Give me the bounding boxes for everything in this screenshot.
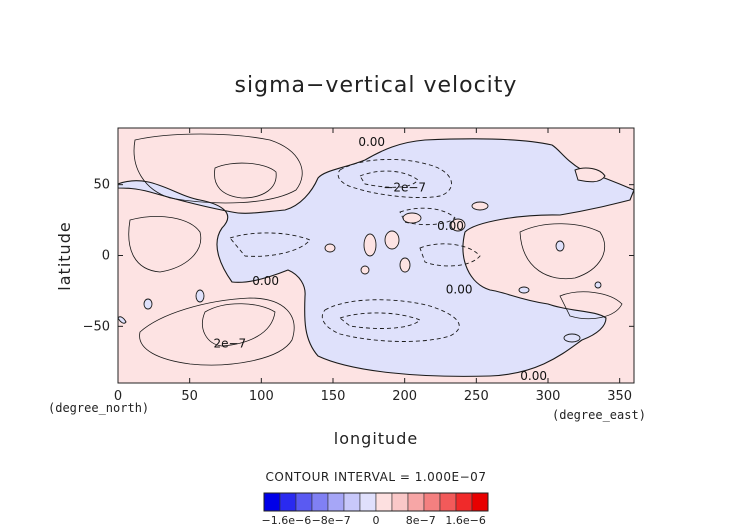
contour-label: 0.00	[252, 274, 279, 288]
y-axis-ticks: −50 0 50	[83, 178, 634, 334]
x-tick-label: 150	[321, 389, 346, 404]
x-tick-label: 250	[464, 389, 489, 404]
colorbar-swatch	[423, 492, 441, 512]
colorbar-tick-label: 0	[373, 514, 380, 527]
colorbar-tick-label: −1.6e−6	[262, 514, 312, 527]
negative-anomaly-island	[518, 286, 530, 294]
colorbar-swatch	[455, 492, 473, 512]
negative-contour-line	[399, 207, 456, 226]
contour-lines	[128, 133, 623, 366]
positive-contour-line	[519, 223, 605, 280]
colorbar-frame	[263, 492, 489, 512]
colorbar: −1.6e−6 −8e−7 0 8e−7 1.6e−6	[262, 492, 489, 527]
negative-anomaly-island	[594, 281, 602, 289]
negative-velocity-island	[118, 316, 127, 324]
positive-contour-line	[128, 216, 202, 273]
negative-contour-line	[419, 243, 481, 267]
colorbar-swatch	[375, 492, 393, 512]
negative-anomaly-island	[195, 289, 205, 303]
y-axis-label: latitude	[55, 221, 74, 290]
negative-anomaly-island	[143, 298, 153, 310]
y-axis-unit: (degree_north)	[48, 401, 149, 415]
colorbar-tick-label: 1.6e−6	[445, 514, 485, 527]
colorbar-swatch	[311, 492, 329, 512]
negative-contour-line	[321, 299, 460, 342]
y-tick-label: −50	[83, 319, 110, 334]
contour-label: −2e−7	[383, 181, 426, 195]
y-tick-label: 0	[102, 249, 110, 264]
x-axis-label: longitude	[334, 429, 418, 448]
negative-anomaly-island	[555, 240, 565, 252]
positive-anomaly-island	[324, 243, 336, 253]
negative-contour-line	[337, 158, 452, 198]
positive-velocity-island	[574, 167, 606, 183]
colorbar-swatch	[263, 492, 281, 512]
colorbar-swatch	[279, 492, 297, 512]
colorbar-swatch	[343, 492, 361, 512]
positive-anomaly-island	[450, 218, 466, 232]
positive-anomaly-island	[384, 230, 400, 250]
colorbar-swatch	[391, 492, 409, 512]
x-tick-label: 300	[536, 389, 561, 404]
y-tick-label: 50	[93, 178, 110, 193]
colorbar-swatch	[359, 492, 377, 512]
x-tick-label: 0	[114, 389, 122, 404]
x-tick-label: 50	[181, 389, 198, 404]
contour-label: 2e−7	[213, 336, 246, 350]
positive-anomaly-island	[471, 201, 489, 211]
positive-contour-line	[559, 291, 623, 320]
colorbar-swatch	[407, 492, 425, 512]
contour-interval-text: CONTOUR INTERVAL = 1.000E−07	[266, 470, 487, 484]
x-axis-ticks: 0 50 100 150 200 250 300 350	[114, 128, 632, 404]
x-tick-label: 350	[607, 389, 632, 404]
positive-anomaly-island	[399, 257, 411, 273]
colorbar-tick-label: −8e−7	[312, 514, 351, 527]
positive-contour-line	[133, 133, 303, 204]
contour-regions	[118, 138, 634, 377]
colorbar-swatch	[471, 492, 489, 512]
x-tick-label: 100	[249, 389, 274, 404]
positive-anomaly-island	[360, 265, 370, 275]
negative-anomaly-island	[563, 333, 581, 343]
positive-contour-line	[202, 303, 276, 347]
contour-labels: 0.00 −2e−7 0.00 0.00 0.00 2e−7 0.00	[213, 135, 547, 383]
chart-title: sigma−vertical velocity	[235, 73, 518, 98]
x-tick-label: 200	[392, 389, 417, 404]
contour-label: 0.00	[520, 369, 547, 383]
colorbar-tick-label: 8e−7	[406, 514, 436, 527]
colorbar-swatch	[295, 492, 313, 512]
positive-anomaly-island	[402, 212, 422, 224]
colorbar-swatch	[439, 492, 457, 512]
negative-contour-line	[339, 312, 421, 329]
x-axis-unit: (degree_east)	[552, 408, 646, 422]
plot-area: 0.00 −2e−7 0.00 0.00 0.00 2e−7 0.00	[117, 127, 635, 384]
colorbar-swatch	[327, 492, 345, 512]
positive-contour-line	[139, 297, 295, 366]
positive-contour-line	[214, 162, 277, 199]
contour-label: 0.00	[358, 135, 385, 149]
negative-velocity-region	[118, 138, 634, 377]
contour-label: 0.00	[446, 283, 473, 297]
positive-anomaly-island	[363, 233, 377, 257]
contour-label: 0.00	[437, 219, 464, 233]
